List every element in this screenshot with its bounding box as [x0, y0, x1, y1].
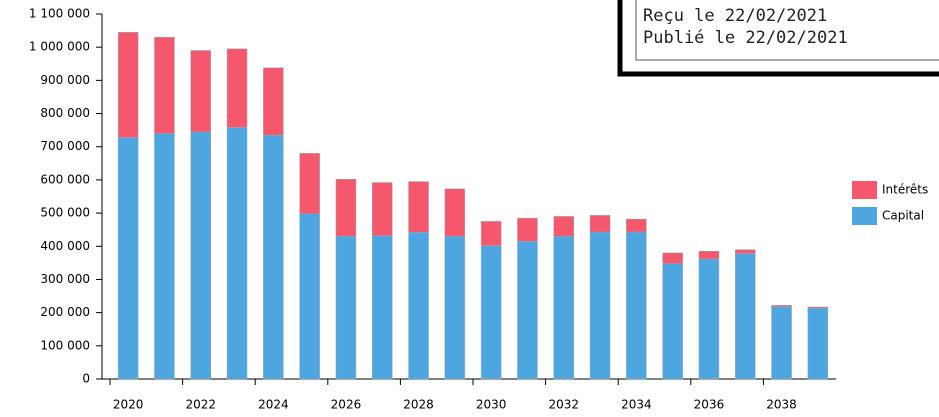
bar [263, 67, 284, 136]
bar [190, 50, 211, 133]
bar [372, 182, 393, 236]
x-tick-label: 2030 [476, 398, 507, 412]
bar [589, 231, 611, 380]
stamp-inner [635, 0, 939, 61]
bar [626, 231, 647, 380]
y-tick-label: 0 [82, 372, 90, 386]
y-tick-label: 400 000 [40, 239, 90, 253]
bar [117, 137, 139, 380]
y-tick-label: 1 100 000 [29, 7, 90, 21]
bar [154, 36, 175, 134]
x-tick-label: 2028 [403, 398, 434, 412]
legend-swatch [852, 207, 877, 225]
bar [553, 216, 574, 237]
bar [589, 215, 611, 233]
y-tick-label: 500 000 [40, 206, 90, 220]
bar [517, 217, 538, 242]
legend-swatch [852, 181, 877, 199]
bar [408, 232, 429, 380]
bar [335, 178, 357, 237]
bar [735, 249, 756, 254]
y-tick-label: 200 000 [40, 305, 90, 319]
bar [226, 127, 248, 380]
y-tick-label: 900 000 [40, 73, 90, 87]
bar [299, 213, 320, 380]
x-tick-label: 2034 [621, 398, 652, 412]
stamp-line: Publié le 22/02/2021 [643, 28, 848, 48]
bar [372, 235, 393, 380]
bar [408, 181, 429, 233]
bar [335, 236, 357, 380]
y-tick-label: 300 000 [40, 272, 90, 286]
stamp-line: Reçu le 22/02/2021 [643, 6, 827, 26]
bar [117, 32, 139, 138]
x-tick-label: 2038 [766, 398, 797, 412]
y-tick-label: 1 000 000 [29, 40, 90, 54]
bar [517, 241, 538, 380]
x-tick-label: 2032 [548, 398, 579, 412]
bar [444, 236, 466, 380]
bar [553, 236, 574, 380]
bar [299, 153, 320, 215]
bar [771, 305, 792, 307]
bar [444, 188, 466, 237]
bar [226, 48, 248, 128]
bar [480, 245, 502, 380]
y-tick-label: 700 000 [40, 139, 90, 153]
bar [480, 221, 502, 246]
x-tick-label: 2022 [185, 398, 216, 412]
bar [662, 252, 683, 264]
x-tick-label: 2036 [694, 398, 725, 412]
x-tick-label: 2024 [258, 398, 289, 412]
bar [807, 308, 829, 380]
bar [698, 251, 720, 260]
legend-label: Intérêts [882, 183, 928, 197]
y-tick-label: 800 000 [40, 106, 90, 120]
bar [698, 258, 720, 380]
bar [662, 263, 683, 380]
bar [154, 133, 175, 380]
bar [190, 131, 211, 380]
bar [771, 306, 792, 380]
y-tick-label: 100 000 [40, 338, 90, 352]
x-tick-label: 2020 [113, 398, 144, 412]
bar [263, 134, 284, 380]
x-tick-label: 2026 [331, 398, 362, 412]
y-tick-label: 600 000 [40, 172, 90, 186]
bar [735, 253, 756, 380]
legend-label: Capital [882, 209, 924, 223]
bar [626, 218, 647, 233]
bar [807, 306, 829, 309]
